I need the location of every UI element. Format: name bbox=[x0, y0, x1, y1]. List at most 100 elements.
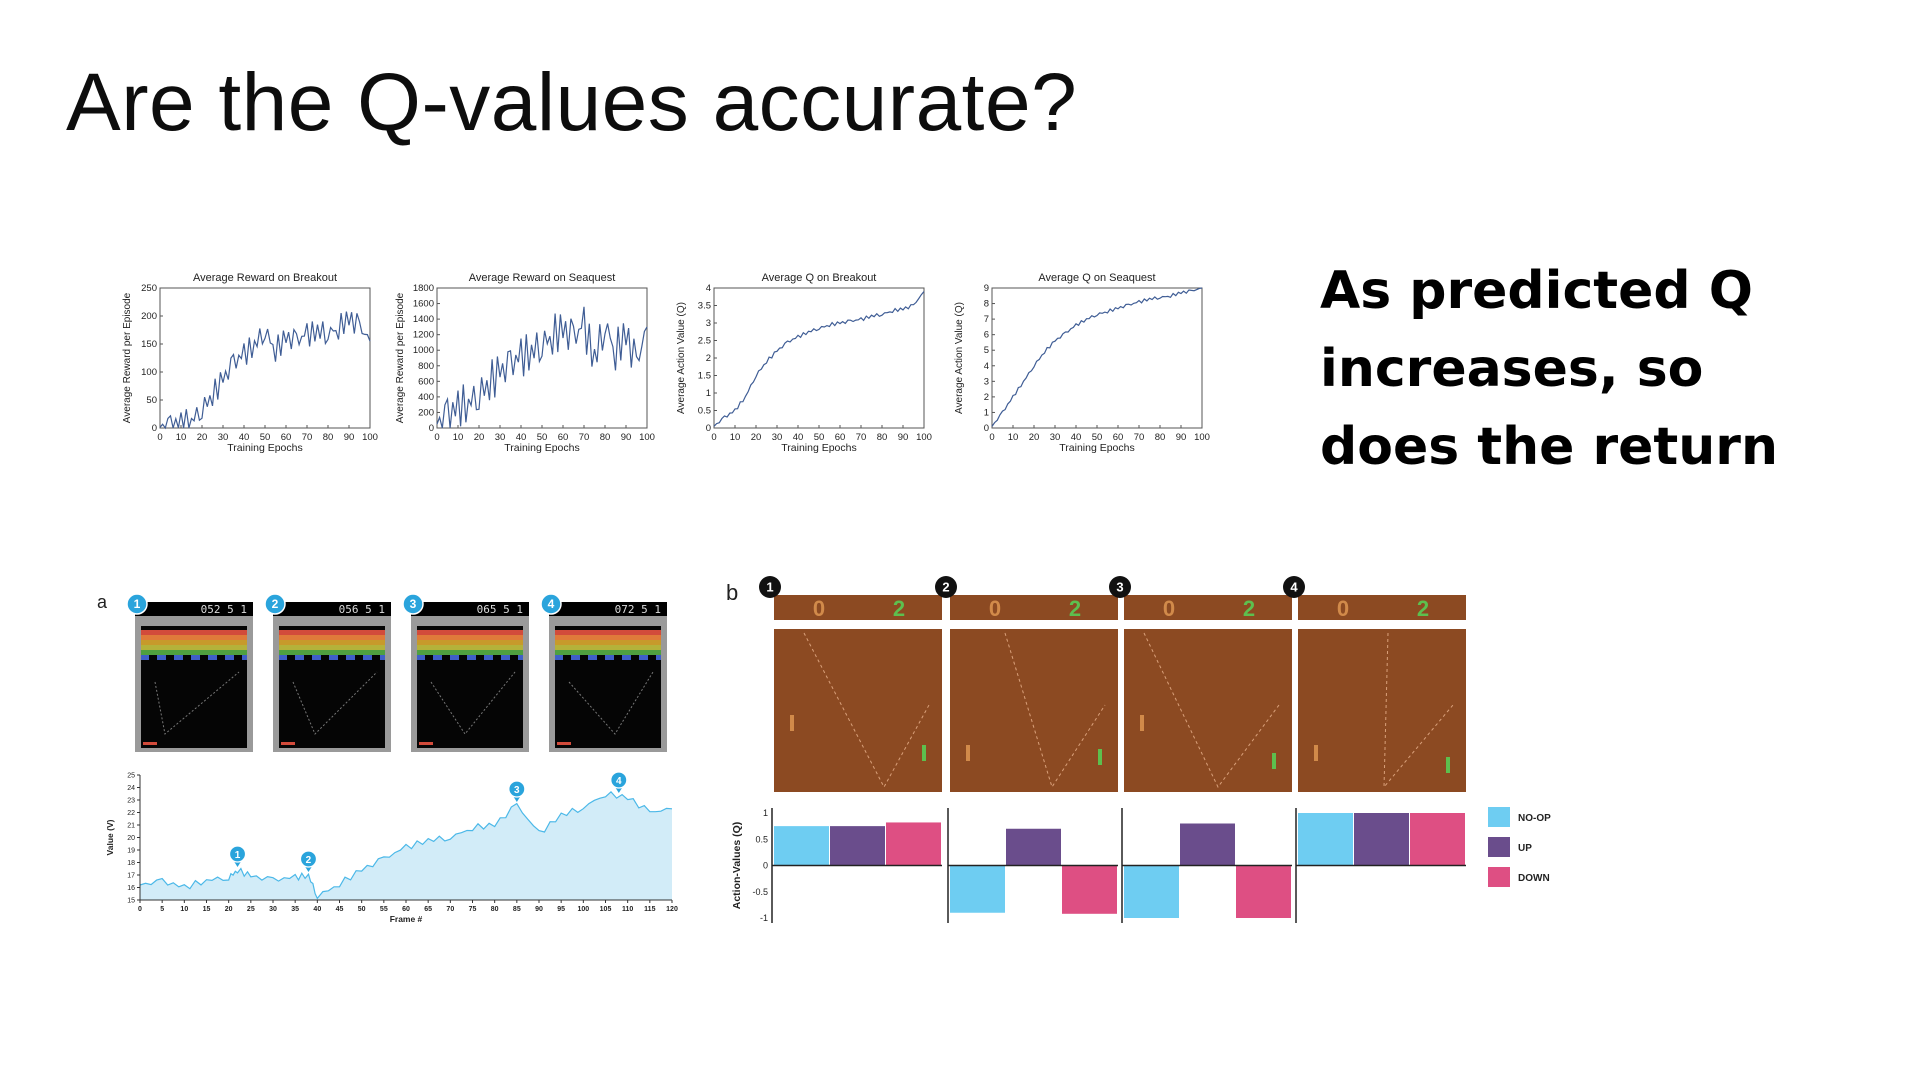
brick-gap bbox=[476, 655, 484, 661]
brick-row bbox=[279, 640, 385, 645]
marker-label: 4 bbox=[616, 776, 622, 787]
playfield bbox=[1298, 629, 1466, 792]
panel-b-pong-action-values: b 0 2 1 0 2 2 0 2 3 0 2 4 1 0.5 0 -0.5 -1 Action-Values (Q… bbox=[726, 576, 1551, 923]
x-tick-label: 85 bbox=[513, 906, 521, 913]
y-tick-label: 3 bbox=[706, 318, 711, 329]
callout-text: As predicted Q increases, so does the re… bbox=[1320, 252, 1880, 486]
y-tick-label: 0 bbox=[984, 423, 989, 434]
brick-row bbox=[417, 655, 523, 660]
brick-gap bbox=[149, 655, 157, 661]
x-tick-label: 30 bbox=[1050, 432, 1061, 443]
x-tick-label: 80 bbox=[600, 432, 611, 443]
score-left: 0 bbox=[1337, 596, 1349, 621]
brick-row bbox=[555, 635, 661, 640]
x-tick-label: 40 bbox=[793, 432, 804, 443]
brick-row bbox=[279, 630, 385, 635]
frame-marker-label: 4 bbox=[548, 597, 555, 611]
left-paddle bbox=[790, 715, 794, 731]
action-bar bbox=[1062, 865, 1117, 914]
callout-line-1: As predicted Q bbox=[1320, 261, 1753, 321]
x-tick-label: 70 bbox=[302, 432, 313, 443]
legend-swatch bbox=[1488, 837, 1510, 857]
ball-trail bbox=[154, 671, 240, 735]
brick-gap bbox=[648, 655, 656, 661]
value-line bbox=[139, 790, 673, 900]
y-tick-label: 1 bbox=[984, 407, 989, 418]
pong-frame: 0 2 3 bbox=[1109, 576, 1292, 923]
y-tick-label: 24 bbox=[127, 785, 135, 792]
frame-marker bbox=[264, 593, 286, 615]
action-bar bbox=[1180, 823, 1235, 866]
brick-gap bbox=[304, 655, 312, 661]
y-tick-label: 1200 bbox=[413, 330, 434, 341]
x-tick-label: 75 bbox=[469, 906, 477, 913]
marker-circle bbox=[508, 780, 526, 798]
right-paddle bbox=[922, 745, 926, 761]
y-tick-label: 4 bbox=[706, 283, 711, 294]
marker-circle bbox=[228, 845, 247, 863]
brick-row bbox=[417, 650, 523, 655]
left-paddle bbox=[966, 745, 970, 761]
score-bar bbox=[411, 602, 529, 616]
x-tick-label: 110 bbox=[622, 906, 633, 913]
y-tick-label: 400 bbox=[418, 392, 434, 403]
brick-gap bbox=[355, 655, 363, 661]
score-right: 2 bbox=[1069, 596, 1081, 621]
x-tick-label: 40 bbox=[516, 432, 527, 443]
score-right: 2 bbox=[1417, 596, 1429, 621]
y-tick-label: 20 bbox=[127, 835, 135, 842]
x-tick-label: 20 bbox=[1029, 432, 1040, 443]
y-tick-label: 150 bbox=[141, 339, 157, 350]
frame-marker-label: 4 bbox=[1290, 580, 1298, 595]
y-tick-label: 0.5 bbox=[698, 406, 711, 417]
score-bar bbox=[549, 602, 667, 616]
panel-label: b bbox=[726, 580, 738, 605]
x-tick-label: 40 bbox=[239, 432, 250, 443]
x-axis-label: Training Epochs bbox=[781, 442, 856, 454]
y-tick-label: 200 bbox=[418, 407, 434, 418]
y-tick-label: 3 bbox=[984, 376, 989, 387]
brick-gap bbox=[459, 655, 467, 661]
y-axis-label: Average Action Value (Q) bbox=[676, 302, 687, 414]
brick-row bbox=[279, 655, 385, 660]
series-line bbox=[436, 306, 648, 429]
brick-gap bbox=[614, 655, 622, 661]
y-tick-label: 16 bbox=[127, 885, 135, 892]
chart-reward-breakout: Average Reward on Breakout 0 10 20 30 40 50 60 7… bbox=[122, 272, 378, 454]
ball-trail bbox=[292, 671, 378, 735]
plot-frame bbox=[713, 287, 925, 429]
x-tick-label: 10 bbox=[176, 432, 187, 443]
x-tick-label: 80 bbox=[1155, 432, 1166, 443]
y-tick-label: 4 bbox=[984, 361, 989, 372]
y-tick-label: 1 bbox=[763, 808, 768, 818]
x-tick-label: 50 bbox=[537, 432, 548, 443]
chart-title: Average Reward on Breakout bbox=[193, 272, 337, 284]
y-tick-label: 15 bbox=[127, 898, 135, 905]
score-left: 0 bbox=[989, 596, 1001, 621]
y-tick-label: 25 bbox=[127, 773, 135, 780]
chart-title: Average Q on Seaquest bbox=[1038, 272, 1155, 284]
x-tick-label: 50 bbox=[814, 432, 825, 443]
action-bar bbox=[1410, 813, 1465, 866]
right-paddle bbox=[1098, 749, 1102, 765]
y-tick-label: 6 bbox=[984, 330, 989, 341]
frame-marker-label: 1 bbox=[766, 580, 773, 595]
y-tick-label: 0.5 bbox=[755, 834, 768, 844]
y-tick-label: -0.5 bbox=[752, 887, 768, 897]
x-tick-label: 0 bbox=[434, 432, 439, 443]
playfield bbox=[774, 629, 942, 792]
y-tick-label: 22 bbox=[127, 810, 135, 817]
paddle bbox=[281, 742, 295, 745]
chart-reward-seaquest: Average Reward on Seaquest 0 10 20 30 40 50 60 7… bbox=[395, 272, 655, 454]
pong-frame: 0 2 4 bbox=[1283, 576, 1466, 923]
y-tick-label: 600 bbox=[418, 376, 434, 387]
x-tick-label: 100 bbox=[1194, 432, 1210, 443]
x-tick-label: 90 bbox=[898, 432, 909, 443]
x-axis-label: Training Epochs bbox=[1059, 442, 1134, 454]
score-bar bbox=[273, 602, 391, 616]
breakout-frame: 065 5 1 3 bbox=[402, 593, 529, 752]
x-tick-label: 0 bbox=[138, 906, 142, 913]
x-axis-label: Training Epochs bbox=[227, 442, 302, 454]
y-tick-label: 17 bbox=[127, 873, 135, 880]
frame-marker bbox=[935, 576, 957, 598]
